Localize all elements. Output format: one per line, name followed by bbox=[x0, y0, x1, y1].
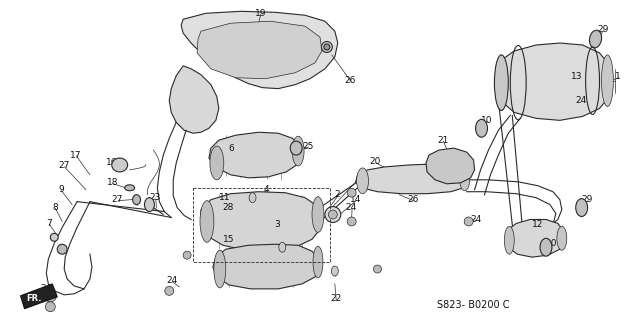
Ellipse shape bbox=[45, 302, 55, 312]
Ellipse shape bbox=[576, 199, 588, 217]
Ellipse shape bbox=[540, 238, 552, 256]
Text: 2: 2 bbox=[335, 190, 340, 199]
Ellipse shape bbox=[328, 210, 337, 219]
Ellipse shape bbox=[124, 185, 134, 191]
Polygon shape bbox=[201, 192, 322, 251]
Text: 10: 10 bbox=[546, 239, 558, 248]
Ellipse shape bbox=[324, 44, 330, 50]
Ellipse shape bbox=[112, 158, 127, 172]
Ellipse shape bbox=[325, 207, 341, 222]
Text: 26: 26 bbox=[345, 76, 356, 85]
Ellipse shape bbox=[464, 217, 473, 226]
Polygon shape bbox=[213, 244, 320, 289]
Text: 6: 6 bbox=[229, 144, 234, 153]
Ellipse shape bbox=[313, 246, 323, 278]
Ellipse shape bbox=[322, 42, 332, 52]
Polygon shape bbox=[170, 66, 219, 133]
Bar bbox=[193, 188, 330, 262]
Ellipse shape bbox=[183, 251, 191, 259]
Text: 1: 1 bbox=[615, 72, 621, 81]
Ellipse shape bbox=[475, 119, 487, 137]
Ellipse shape bbox=[347, 217, 356, 226]
Ellipse shape bbox=[504, 227, 514, 254]
Ellipse shape bbox=[290, 141, 302, 155]
Text: 23: 23 bbox=[149, 193, 161, 202]
Text: 3: 3 bbox=[274, 220, 280, 229]
Text: 15: 15 bbox=[223, 235, 234, 244]
Text: 24: 24 bbox=[470, 215, 482, 224]
Text: 8: 8 bbox=[52, 203, 58, 212]
Ellipse shape bbox=[165, 286, 174, 295]
Ellipse shape bbox=[57, 244, 67, 254]
Text: 27: 27 bbox=[58, 162, 70, 171]
Ellipse shape bbox=[249, 193, 256, 203]
Text: 25: 25 bbox=[302, 142, 313, 151]
Ellipse shape bbox=[494, 55, 508, 110]
Ellipse shape bbox=[460, 169, 470, 191]
Polygon shape bbox=[197, 21, 322, 79]
Text: 10: 10 bbox=[480, 116, 492, 125]
Text: 24: 24 bbox=[576, 96, 587, 105]
Ellipse shape bbox=[332, 266, 338, 276]
Ellipse shape bbox=[590, 30, 602, 48]
Polygon shape bbox=[21, 284, 57, 309]
Polygon shape bbox=[355, 164, 467, 194]
Text: 20: 20 bbox=[369, 157, 381, 166]
Ellipse shape bbox=[279, 242, 286, 252]
Ellipse shape bbox=[214, 250, 226, 288]
Text: 24: 24 bbox=[166, 276, 178, 285]
Text: 22: 22 bbox=[330, 294, 341, 303]
Ellipse shape bbox=[144, 198, 154, 212]
Text: 26: 26 bbox=[407, 195, 418, 204]
Text: FR.: FR. bbox=[27, 294, 42, 303]
Polygon shape bbox=[506, 220, 564, 257]
Polygon shape bbox=[181, 11, 338, 89]
Text: 19: 19 bbox=[254, 9, 266, 18]
Text: 28: 28 bbox=[223, 203, 234, 212]
Ellipse shape bbox=[347, 188, 356, 197]
Ellipse shape bbox=[357, 168, 369, 194]
Text: 27: 27 bbox=[112, 195, 123, 204]
Text: 12: 12 bbox=[532, 220, 543, 229]
Ellipse shape bbox=[200, 201, 214, 242]
Ellipse shape bbox=[557, 227, 567, 250]
Text: 17: 17 bbox=[70, 150, 82, 160]
Ellipse shape bbox=[133, 195, 141, 204]
Ellipse shape bbox=[50, 233, 58, 241]
Ellipse shape bbox=[602, 55, 614, 107]
Text: 24: 24 bbox=[40, 284, 51, 293]
Ellipse shape bbox=[292, 136, 304, 166]
Ellipse shape bbox=[312, 197, 324, 232]
Polygon shape bbox=[426, 148, 475, 184]
Polygon shape bbox=[209, 132, 302, 178]
Text: 29: 29 bbox=[597, 25, 609, 34]
Text: 11: 11 bbox=[219, 193, 230, 202]
Text: 21: 21 bbox=[437, 136, 448, 145]
Text: 7: 7 bbox=[46, 219, 52, 228]
Text: 5: 5 bbox=[216, 259, 222, 268]
Text: S823- B0200 C: S823- B0200 C bbox=[437, 300, 509, 310]
Ellipse shape bbox=[210, 146, 224, 180]
Text: 16: 16 bbox=[106, 158, 117, 167]
Polygon shape bbox=[494, 43, 612, 120]
Text: 9: 9 bbox=[58, 185, 64, 194]
Ellipse shape bbox=[45, 292, 57, 302]
Text: 4: 4 bbox=[263, 185, 269, 194]
Text: 24: 24 bbox=[346, 203, 357, 212]
Ellipse shape bbox=[374, 265, 381, 273]
Text: 13: 13 bbox=[571, 72, 582, 81]
Text: 29: 29 bbox=[582, 195, 593, 204]
Text: 18: 18 bbox=[107, 178, 118, 187]
Text: 14: 14 bbox=[350, 195, 361, 204]
